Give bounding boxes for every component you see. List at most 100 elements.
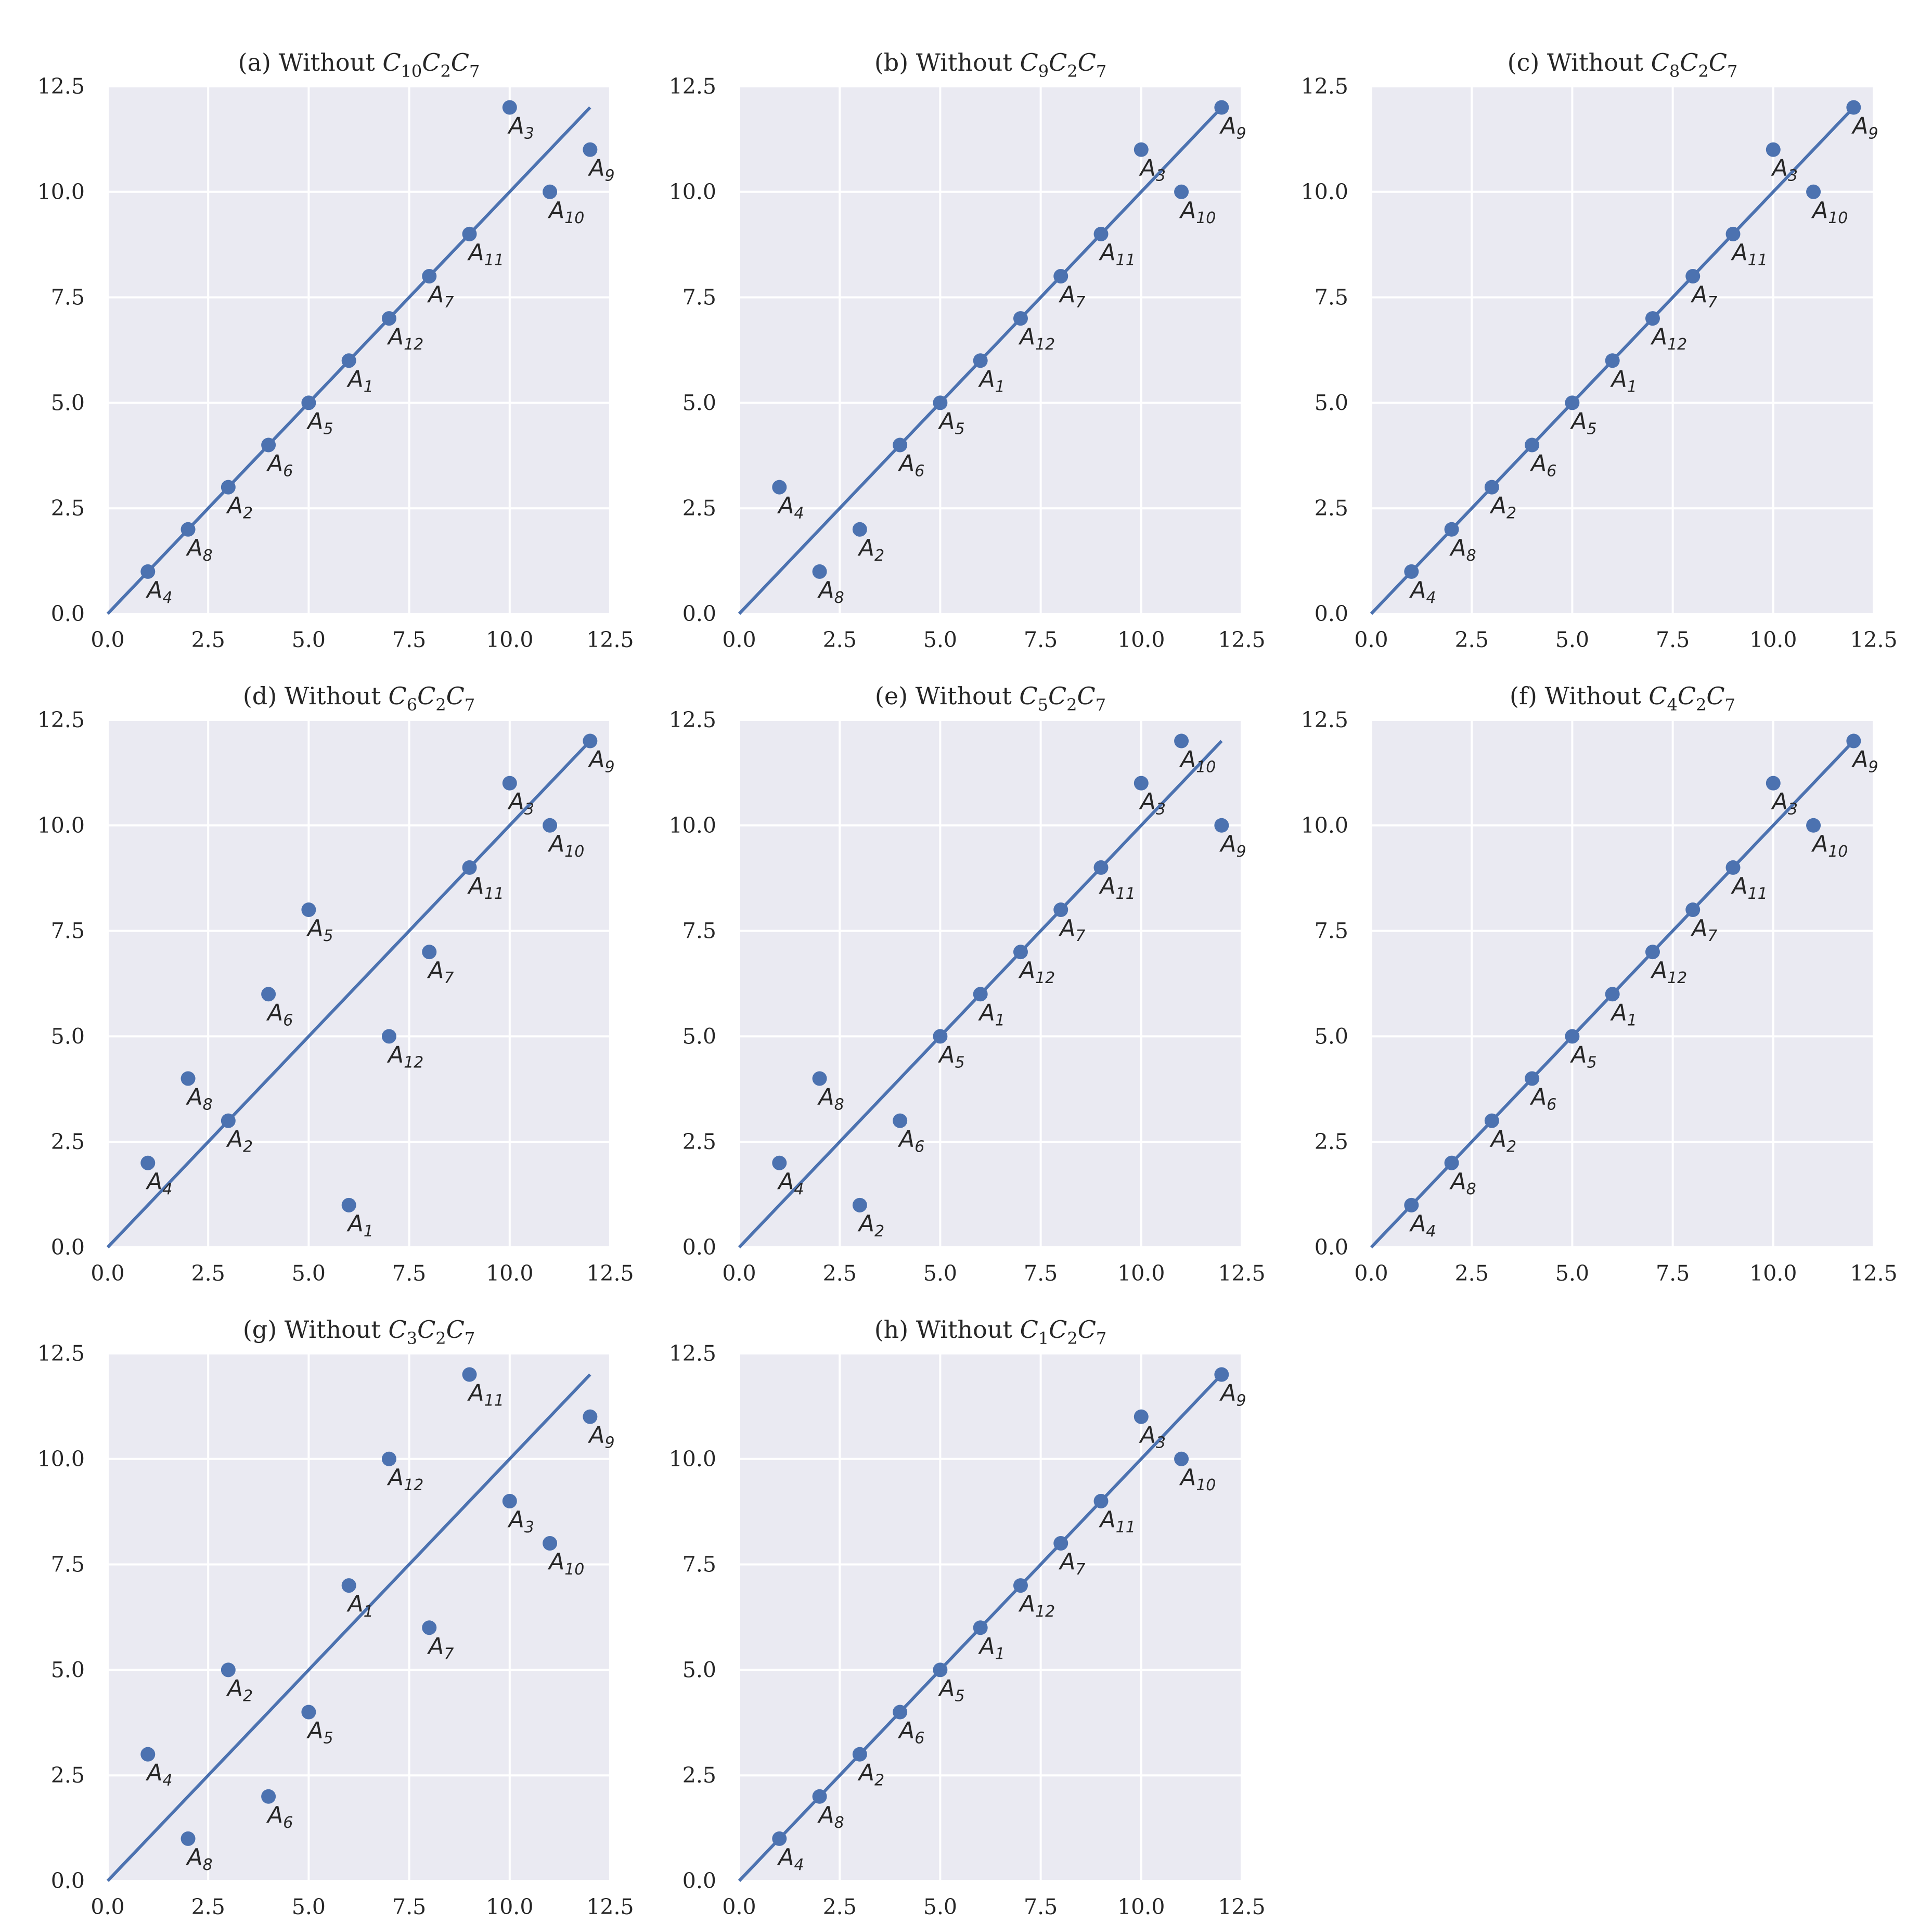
y-tick-label: 5.0: [682, 1657, 716, 1682]
x-tick-label: 0.0: [722, 1261, 756, 1286]
panel-title: (e) Without C5​C2​C7​: [875, 682, 1106, 715]
x-tick-label: 2.5: [823, 1894, 857, 1919]
chart-panel-e: 0.0 2.5 5.0 7.5 10.0 12.5 0.0 2.5 5.0 7.5 10.0 12.5…: [669, 682, 1266, 1286]
data-point-A2: [852, 1197, 867, 1212]
point-label-A4: A4: [777, 493, 804, 523]
data-point-A9: [583, 1409, 598, 1424]
data-point-A11: [1725, 860, 1741, 875]
point-label-A6: A6: [1529, 450, 1556, 481]
data-point-A4: [1404, 564, 1419, 579]
data-point-A7: [1685, 269, 1701, 284]
data-point-A10: [543, 1536, 558, 1551]
point-label-A12: A12: [387, 324, 423, 354]
data-point-A6: [893, 1113, 908, 1128]
y-tick-label: 10.0: [1301, 813, 1348, 838]
point-label-A7: A7: [1058, 1548, 1085, 1579]
data-point-A6: [261, 1789, 276, 1804]
x-tick-label: 12.5: [586, 1261, 634, 1286]
data-point-A4: [140, 564, 156, 579]
data-point-A5: [301, 902, 316, 918]
data-point-A2: [852, 522, 867, 537]
x-tick-label: 12.5: [1850, 1261, 1897, 1286]
point-label-A9: A9: [1219, 1380, 1246, 1410]
point-label-A9: A9: [587, 155, 614, 185]
point-label-A5: A5: [306, 408, 333, 438]
y-tick-label: 5.0: [682, 390, 716, 415]
x-tick-label: 0.0: [722, 627, 756, 652]
point-label-A1: A1: [978, 999, 1005, 1029]
data-point-A12: [381, 1451, 396, 1466]
point-label-A11: A11: [1731, 239, 1768, 269]
y-tick-label: 2.5: [51, 1763, 85, 1788]
data-point-A9: [583, 733, 598, 748]
point-label-A11: A11: [1731, 873, 1768, 903]
x-tick-label: 5.0: [1555, 627, 1589, 652]
data-point-A4: [140, 1155, 156, 1170]
data-point-A10: [543, 184, 558, 199]
y-tick-label: 2.5: [682, 1129, 716, 1154]
data-point-A11: [462, 1367, 477, 1382]
data-point-A3: [502, 1493, 517, 1508]
point-label-A12: A12: [1650, 957, 1687, 987]
point-label-A8: A8: [1449, 535, 1476, 565]
data-point-A5: [1565, 395, 1580, 410]
point-label-A10: A10: [1179, 197, 1216, 227]
point-label-A1: A1: [1610, 366, 1637, 396]
data-point-A9: [1846, 733, 1861, 748]
point-label-A8: A8: [186, 1844, 213, 1874]
point-label-A8: A8: [817, 577, 844, 607]
data-point-A3: [502, 100, 517, 115]
y-tick-label: 12.5: [669, 74, 716, 99]
data-point-A2: [1484, 1113, 1499, 1128]
y-tick-label: 7.5: [51, 919, 85, 944]
point-label-A5: A5: [306, 1718, 333, 1748]
data-point-A6: [261, 987, 276, 1002]
point-label-A6: A6: [897, 1718, 924, 1748]
x-tick-label: 7.5: [392, 627, 426, 652]
x-tick-label: 7.5: [1024, 1894, 1058, 1919]
data-point-A10: [543, 818, 558, 833]
y-tick-label: 12.5: [1301, 74, 1348, 99]
y-tick-label: 0.0: [51, 601, 85, 626]
point-label-A3: A3: [507, 113, 534, 143]
data-point-A2: [221, 1662, 236, 1677]
y-tick-label: 10.0: [37, 1447, 85, 1472]
panel-title: (c) Without C8​C2​C7​: [1508, 48, 1738, 81]
point-label-A2: A2: [857, 535, 884, 565]
point-label-A1: A1: [978, 1633, 1005, 1663]
data-point-A12: [1645, 311, 1660, 326]
point-label-A12: A12: [1018, 957, 1055, 987]
data-point-A5: [933, 395, 948, 410]
chart-panel-b: 0.0 2.5 5.0 7.5 10.0 12.5 0.0 2.5 5.0 7.5 10.0 12.5…: [669, 48, 1266, 652]
data-point-A6: [261, 437, 276, 453]
y-tick-label: 10.0: [669, 813, 716, 838]
point-label-A9: A9: [1219, 113, 1246, 143]
data-point-A5: [301, 1705, 316, 1720]
x-tick-label: 2.5: [823, 627, 857, 652]
data-point-A1: [1605, 987, 1620, 1002]
point-label-A2: A2: [226, 1675, 253, 1705]
data-point-A7: [1053, 269, 1068, 284]
x-tick-label: 2.5: [1455, 1261, 1489, 1286]
data-point-A7: [422, 1620, 437, 1635]
point-label-A1: A1: [346, 1591, 373, 1621]
point-label-A11: A11: [1099, 239, 1136, 269]
y-tick-label: 12.5: [37, 74, 85, 99]
data-point-A2: [852, 1747, 867, 1762]
point-label-A6: A6: [266, 450, 293, 481]
data-point-A2: [221, 1113, 236, 1128]
chart-panel-g: 0.0 2.5 5.0 7.5 10.0 12.5 0.0 2.5 5.0 7.5 10.0 12.5…: [37, 1315, 634, 1919]
point-label-A4: A4: [1409, 1210, 1436, 1241]
data-point-A12: [1645, 945, 1660, 960]
y-tick-label: 2.5: [1315, 1129, 1348, 1154]
data-point-A10: [1174, 1451, 1189, 1466]
x-tick-label: 12.5: [586, 627, 634, 652]
data-point-A6: [893, 1705, 908, 1720]
data-point-A9: [1214, 818, 1229, 833]
point-label-A3: A3: [1771, 789, 1798, 819]
data-point-A12: [381, 1029, 396, 1044]
point-label-A5: A5: [937, 408, 964, 438]
point-label-A3: A3: [507, 1506, 534, 1537]
data-point-A4: [772, 1155, 787, 1170]
point-label-A3: A3: [1771, 155, 1798, 185]
